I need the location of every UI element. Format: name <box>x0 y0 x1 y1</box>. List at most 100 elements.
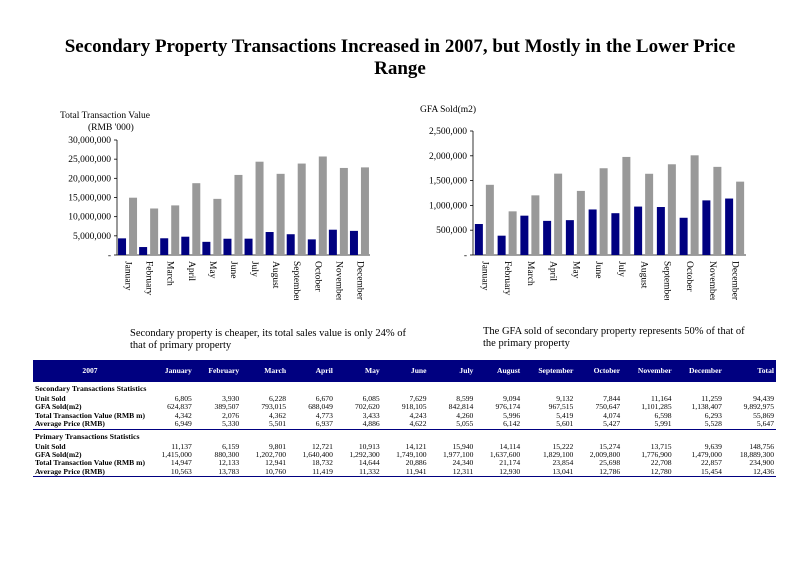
table-cell: 148,756 <box>749 441 774 451</box>
bar-primary <box>508 211 517 255</box>
table-cell: 5,330 <box>193 420 242 430</box>
table-cell: 12,133 <box>218 458 240 468</box>
table-cell: 1,749,100 <box>396 450 427 460</box>
bar-primary <box>645 173 654 255</box>
table-header-cell: August <box>475 360 523 382</box>
table-cell: 15,940 <box>452 441 474 451</box>
table-cell: 234,900 <box>749 458 774 468</box>
table-cell: 5,647 <box>723 420 776 430</box>
table-body: Secondary Transactions Statistics Unit So… <box>33 382 776 478</box>
table-header-cell: Total <box>723 360 776 382</box>
table-cell: 1,637,600 <box>489 450 521 460</box>
bar-secondary <box>244 238 253 255</box>
table-section-title: Secondary Transactions Statistics <box>33 382 776 395</box>
bar-secondary <box>139 247 148 255</box>
table-cell: 22,857 <box>700 458 722 468</box>
table-header-cell: January <box>146 360 194 382</box>
table-header-cell: April <box>288 360 335 382</box>
x-tick-label: December <box>730 261 740 300</box>
x-tick-label: May <box>207 261 217 279</box>
page-title: Secondary Property Transactions Increase… <box>64 36 736 79</box>
table-cell: 12,721 <box>311 441 333 451</box>
table-cell: 11,332 <box>334 467 382 478</box>
x-tick-label: July <box>249 261 259 277</box>
table-header-cell: October <box>575 360 623 382</box>
table-header-cell: February <box>193 360 242 382</box>
table-cell: 1,829,100 <box>542 450 574 460</box>
table-cell: 9,639 <box>704 441 722 451</box>
table-cell: 750,647 <box>595 402 621 412</box>
table-cell: 1,138,407 <box>691 402 722 412</box>
table-cell: 9,094 <box>503 394 521 403</box>
table-cell: 12,786 <box>575 467 623 478</box>
gfa-sold-chart-svg: GFA Sold(m2) - 500,000 1,000,000 1,500,000 2,… <box>420 104 746 302</box>
bar-secondary <box>611 213 620 255</box>
statistics-table: 2007 January February March April May June July… <box>33 360 776 478</box>
bar-primary <box>667 164 676 255</box>
x-tick-label: April <box>548 261 558 281</box>
table-cell: 4,622 <box>381 420 429 430</box>
table-cell: 10,913 <box>358 441 380 451</box>
bar-secondary <box>520 215 529 255</box>
x-tick-label: February <box>144 261 154 296</box>
table-cell: 6,293 <box>704 410 722 420</box>
bar-primary <box>554 173 563 255</box>
table-cell: 6,670 <box>315 394 333 403</box>
table-cell: 15,454 <box>673 467 724 478</box>
bar-secondary <box>565 220 574 255</box>
bar-secondary <box>265 232 274 255</box>
table-cell: 1,101,285 <box>641 402 672 412</box>
x-tick-label: January <box>479 261 489 291</box>
table-row: GFA Sold(m2) 624,837 389,507 793,015 688,049… <box>33 402 776 412</box>
table-cell: 11,164 <box>651 394 672 403</box>
bar-secondary <box>656 207 665 255</box>
table-cell: 4,243 <box>409 410 427 420</box>
table-cell: 23,854 <box>552 458 574 468</box>
table-cell: 5,427 <box>575 420 623 430</box>
x-tick-label: November <box>333 261 343 300</box>
table-cell: 389,507 <box>214 402 240 412</box>
x-tick-label: October <box>684 261 694 292</box>
transaction-value-note: Secondary property is cheaper, its total… <box>130 328 407 351</box>
bar-secondary <box>328 229 337 255</box>
table-cell: 12,436 <box>723 467 776 478</box>
x-tick-label: March <box>165 261 175 286</box>
table-cell: 24,340 <box>452 458 474 468</box>
table-cell: 5,996 <box>503 410 521 420</box>
table-cell: 688,049 <box>308 402 333 412</box>
table-cell: 9,801 <box>268 441 287 451</box>
table-cell: 5,601 <box>522 420 576 430</box>
bar-secondary <box>223 238 232 255</box>
table-cell: 1,977,100 <box>442 450 474 460</box>
table-row: Total Transaction Value (RMB m) 14,947 12,… <box>33 458 776 468</box>
x-tick-label: September <box>661 261 671 300</box>
table-header-cell: November <box>622 360 674 382</box>
table-cell: 1,776,900 <box>641 450 672 460</box>
table-cell: 12,930 <box>475 467 523 478</box>
bar-secondary <box>474 224 483 255</box>
x-tick-label: April <box>186 261 196 281</box>
table-cell: 10,760 <box>241 467 289 478</box>
table-cell: 15,274 <box>599 441 621 451</box>
table-cell: 1,479,000 <box>691 450 722 460</box>
table-cell: 4,886 <box>334 420 382 430</box>
table-cell: 7,844 <box>603 394 621 403</box>
table-cell: 18,889,300 <box>739 450 774 460</box>
table-cell: 13,783 <box>193 467 242 478</box>
bar-primary <box>736 181 745 255</box>
x-tick-label: September <box>291 261 301 300</box>
y-tick-label: - <box>108 251 111 261</box>
row-label: Unit Sold <box>35 394 66 403</box>
table-cell: 55,869 <box>753 410 774 420</box>
row-label: Total Transaction Value (RMB m) <box>35 458 145 468</box>
y-tick-label: 2,500,000 <box>429 127 467 137</box>
y-tick-label: 20,000,000 <box>68 174 111 184</box>
table-cell: 25,698 <box>599 458 621 468</box>
bar-secondary <box>497 235 506 255</box>
bar-primary <box>622 156 631 255</box>
bar-primary <box>318 156 327 255</box>
table-header-cell: July <box>428 360 476 382</box>
table-cell: 6,159 <box>222 441 240 451</box>
table-cell: 11,259 <box>701 394 722 403</box>
table-row: Total Transaction Value (RMB m) 4,342 2,07… <box>33 410 776 420</box>
